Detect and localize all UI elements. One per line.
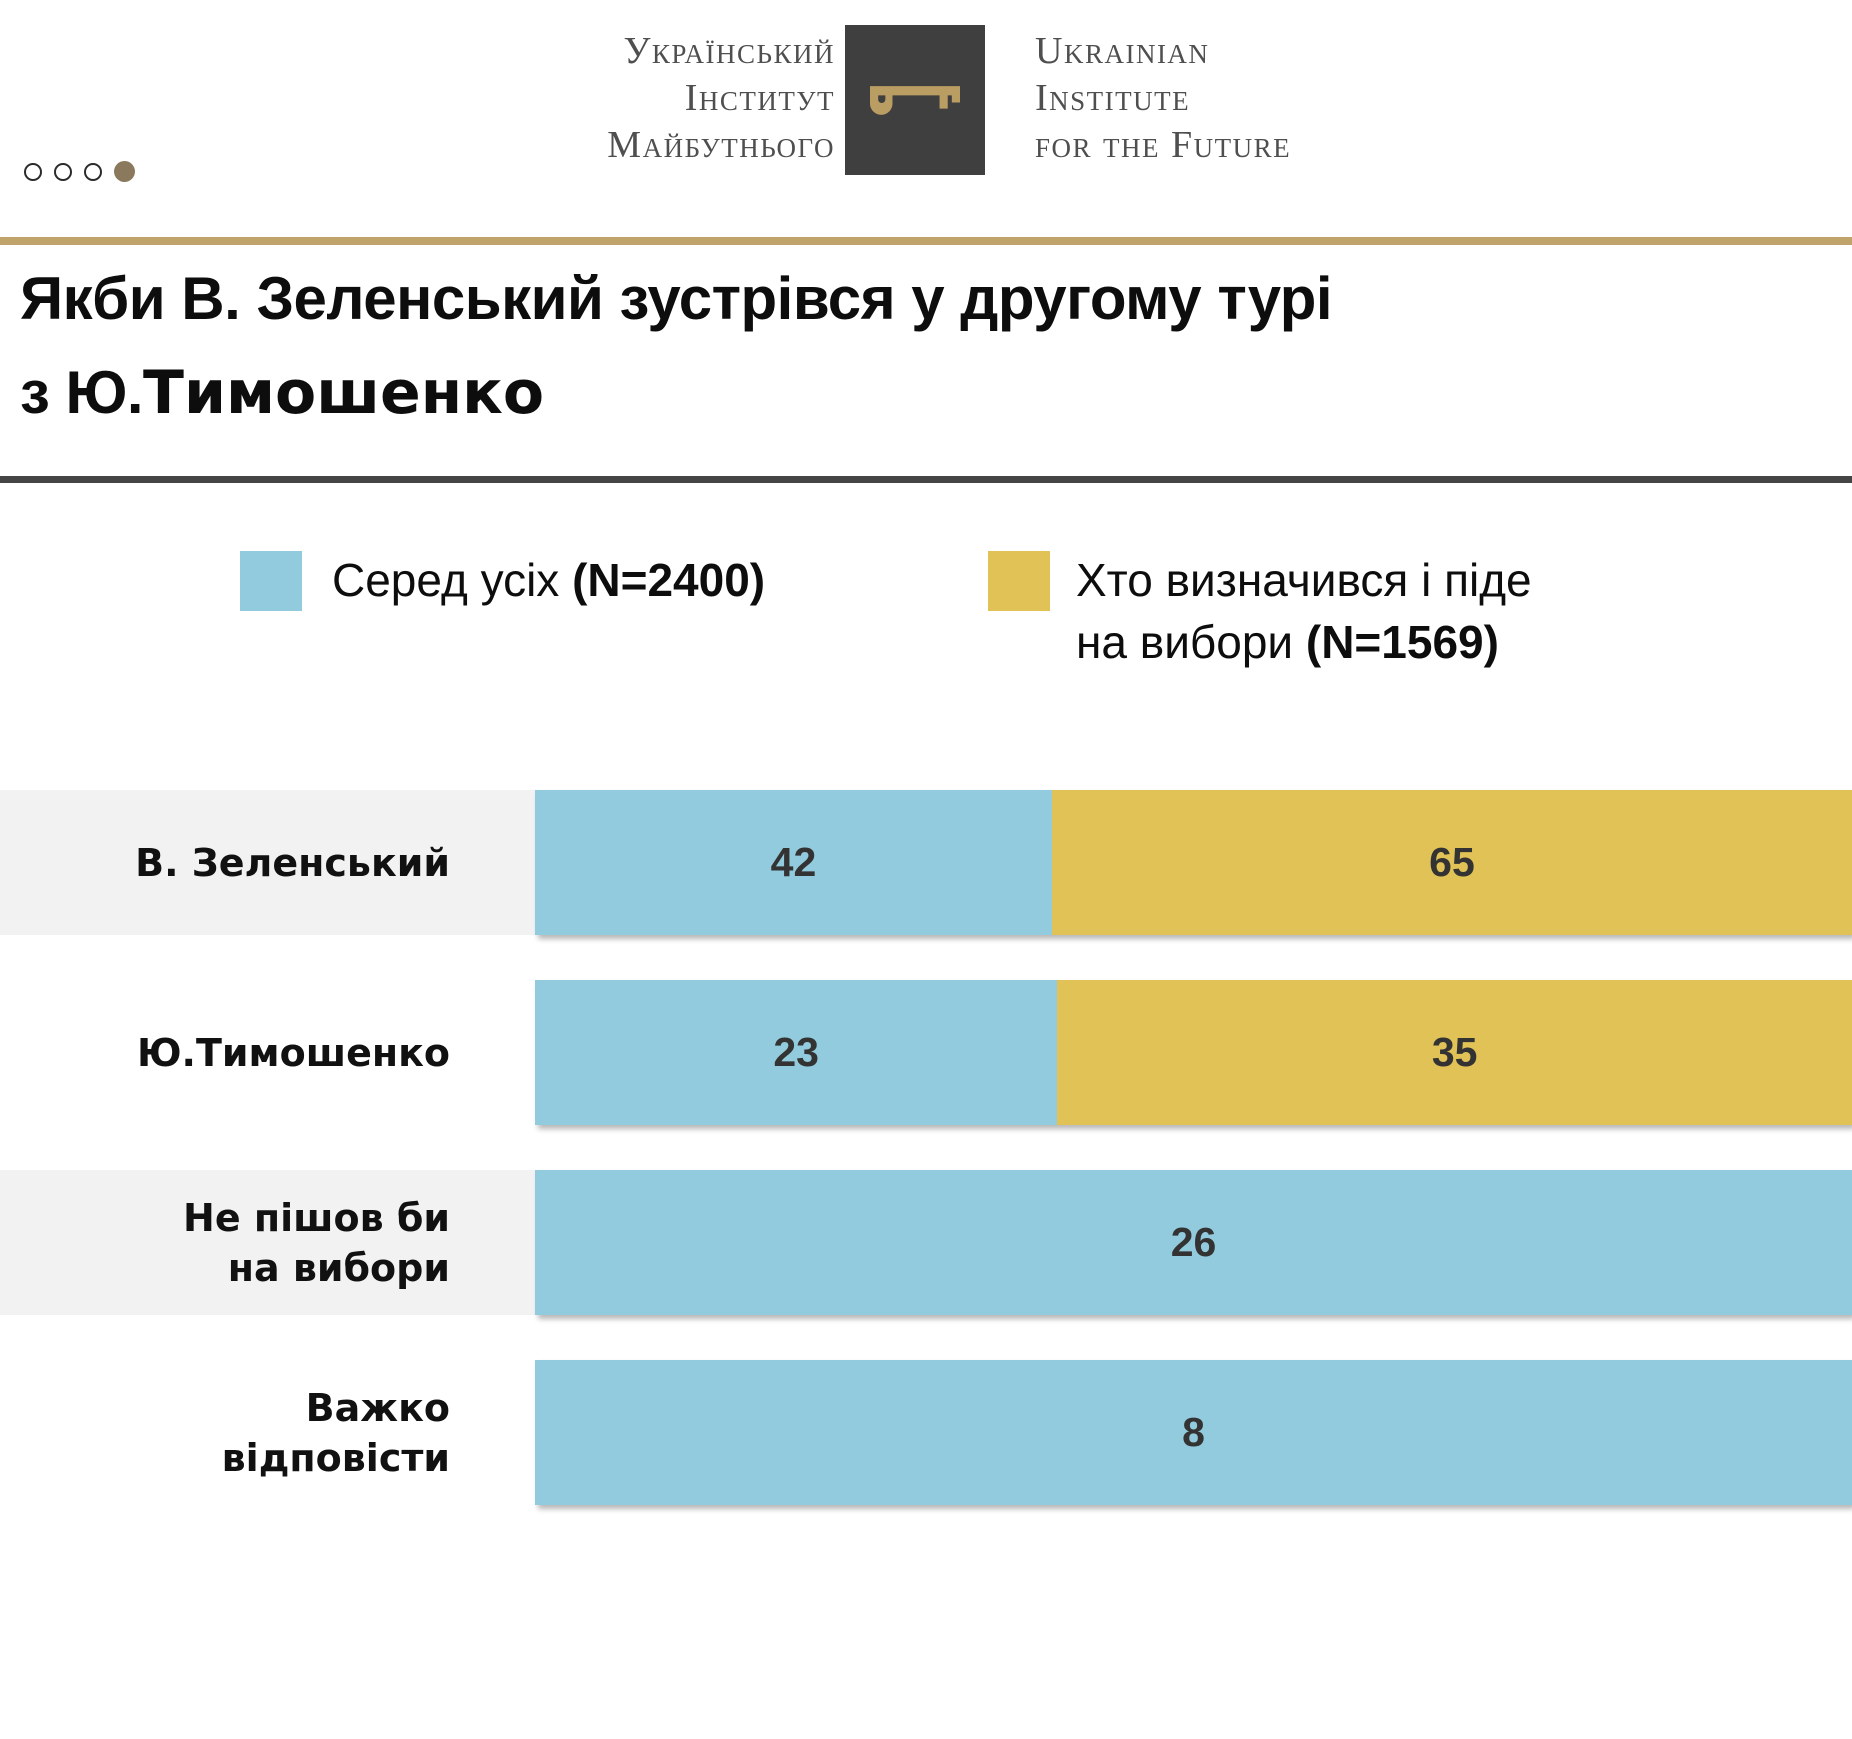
logo-en-line: Ukrainian: [1035, 30, 1210, 72]
row-bars: 26: [535, 1170, 1852, 1315]
dark-divider: [0, 476, 1852, 483]
bar-value: 35: [1431, 1029, 1478, 1075]
page-title: Якби В. Зеленський зустрівся у другому т…: [20, 252, 1832, 440]
legend-swatch-all: [240, 551, 302, 611]
row-label: В. Зеленський: [135, 840, 450, 885]
logo-text-ua: Український Інститут Майбутнього: [390, 28, 835, 169]
logo-text-en: Ukrainian Institute for the Future: [1035, 28, 1535, 169]
pagination-dot[interactable]: [84, 162, 102, 181]
pagination-dot-active[interactable]: [114, 161, 135, 182]
bar-segment-decided: 65: [1051, 790, 1852, 935]
legend-label-all: Серед усіх (N=2400): [332, 554, 766, 606]
logo-ua-line: Український: [623, 30, 835, 72]
bar-segment-all: 23: [535, 980, 1058, 1125]
bar-segment-all: 42: [535, 790, 1052, 935]
chart: В. Зеленський 42 65 Ю.Тимошенко 23 35 Не пішов…: [0, 790, 1852, 1550]
title-line-1: Якби В. Зеленський зустрівся у другому т…: [20, 265, 1333, 332]
legend-item-all: Серед усіх (N=2400): [240, 549, 765, 611]
row-label: Ю.Тимошенко: [136, 1030, 450, 1075]
logo-ua-line: Майбутнього: [607, 124, 835, 166]
legend-label-decided: Хто визначився і піде на вибори (N=1569): [1076, 554, 1532, 668]
gold-divider: [0, 237, 1852, 245]
row-bars: 42 65: [535, 790, 1852, 935]
row-bars: 8: [535, 1360, 1852, 1505]
key-icon: [870, 85, 960, 115]
chart-row: Важко відповісти 8: [0, 1360, 1852, 1505]
row-label: Важко відповісти: [221, 1385, 450, 1480]
bar-value: 42: [770, 839, 817, 885]
title-line-2: з Ю.Тимошенко: [20, 358, 545, 428]
bar-value: 26: [1170, 1219, 1217, 1265]
logo-en-line: for the Future: [1035, 124, 1292, 166]
bar-value: 65: [1429, 839, 1475, 885]
chart-row: В. Зеленський 42 65: [0, 790, 1852, 935]
bar-segment-decided: 35: [1057, 980, 1852, 1125]
bar-value: 23: [773, 1029, 819, 1075]
pagination-dots: [24, 161, 135, 182]
title-emphasis: Тимошенко: [143, 358, 545, 428]
row-label: Не пішов би на вибори: [183, 1195, 450, 1290]
pagination-dot[interactable]: [24, 162, 42, 181]
chart-row: Ю.Тимошенко 23 35: [0, 980, 1852, 1125]
chart-row: Не пішов би на вибори 26: [0, 1170, 1852, 1315]
logo-mark: [845, 25, 985, 175]
pagination-dot[interactable]: [54, 162, 72, 181]
legend-swatch-decided: [988, 551, 1050, 611]
bar-segment-all: 8: [535, 1360, 1852, 1505]
logo-en-line: Institute: [1035, 77, 1191, 119]
legend-item-decided: Хто визначився і піде на вибори (N=1569): [988, 549, 1532, 673]
row-bars: 23 35: [535, 980, 1852, 1125]
logo-ua-line: Інститут: [684, 77, 835, 119]
bar-value: 8: [1182, 1409, 1205, 1455]
bar-segment-all: 26: [535, 1170, 1852, 1315]
